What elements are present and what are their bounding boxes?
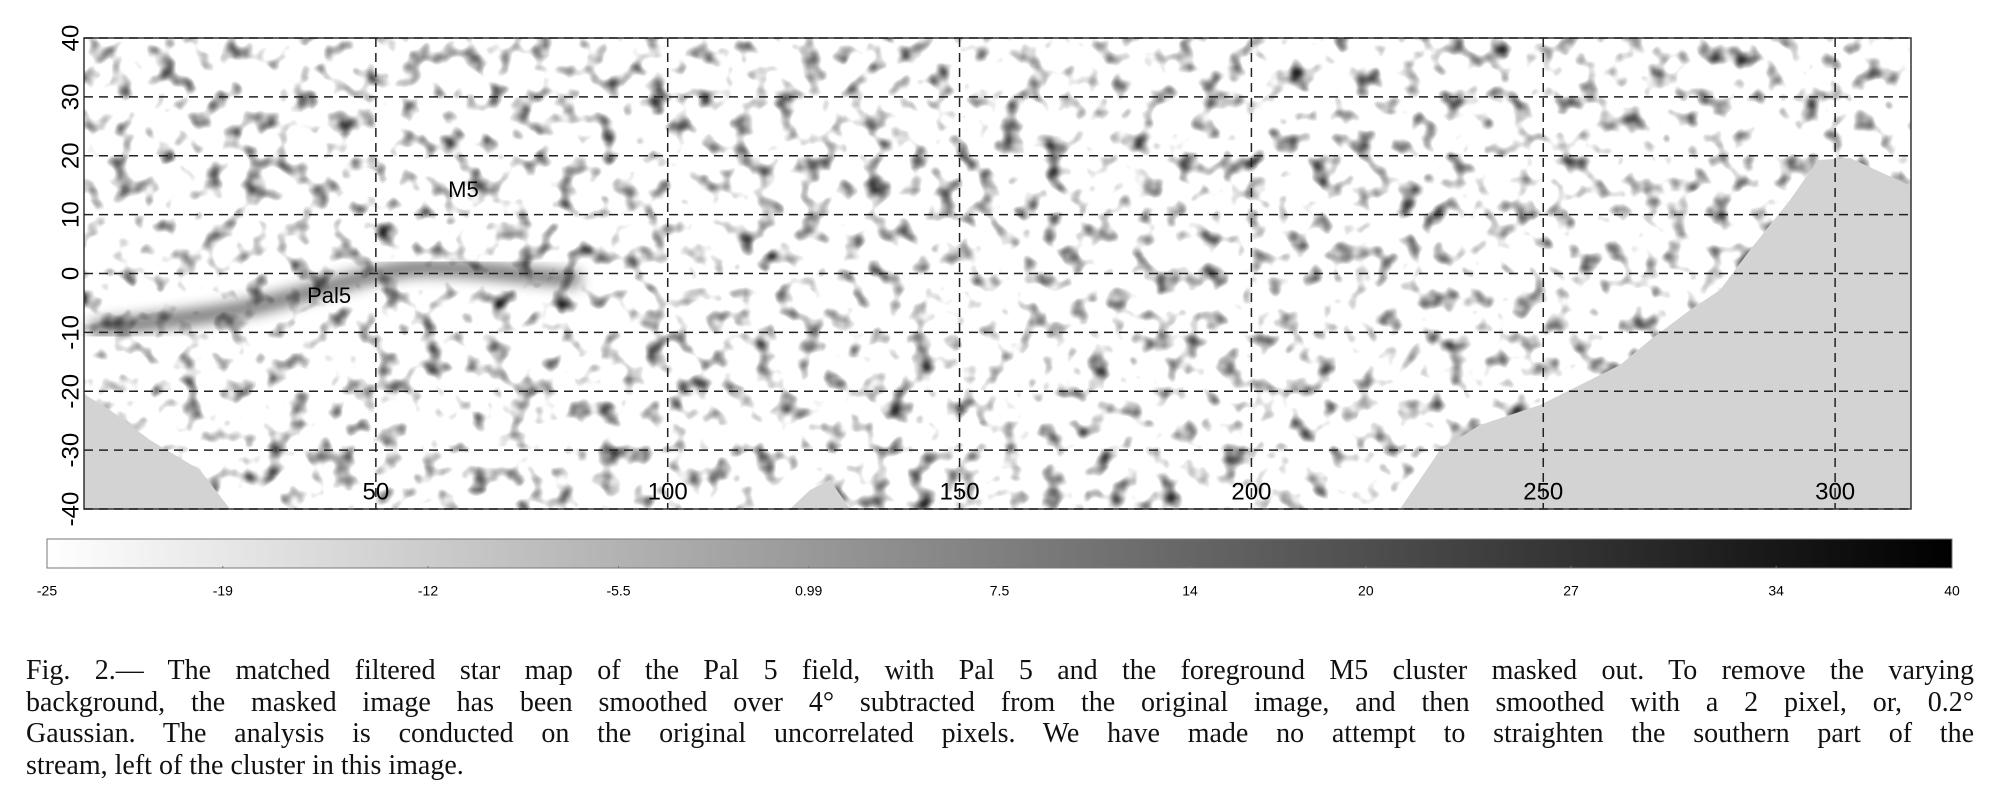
x-tick-label: 300 bbox=[1815, 478, 1855, 505]
y-tick-label: -10 bbox=[57, 315, 84, 350]
y-tick-label: 0 bbox=[57, 267, 84, 280]
figure: 50 100 150 200 250 300403020100-10-20-30-40M5… bbox=[37, 25, 1960, 599]
y-tick-label: 40 bbox=[57, 25, 84, 52]
y-tick-label: 10 bbox=[57, 201, 84, 228]
colorbar-tick-label: -12 bbox=[418, 583, 438, 599]
colorbar-tick-label: 34 bbox=[1768, 583, 1784, 599]
x-tick-label: 250 bbox=[1523, 478, 1563, 505]
x-tick-label: 200 bbox=[1231, 478, 1271, 505]
caption: Fig. 2.— The matched filtered star map o… bbox=[26, 655, 1974, 781]
annotation: Pal5 bbox=[307, 283, 351, 308]
x-tick-label: 150 bbox=[940, 478, 980, 505]
colorbar-tick-label: 27 bbox=[1563, 583, 1579, 599]
colorbar-tick-label: -19 bbox=[213, 583, 233, 599]
y-tick-label: -30 bbox=[57, 433, 84, 468]
colorbar-tick-label: 7.5 bbox=[990, 583, 1010, 599]
colorbar-tick-label: -25 bbox=[37, 583, 57, 599]
caption-line: Fig. 2.— The matched filtered star map o… bbox=[26, 655, 1974, 686]
x-tick-label: 100 bbox=[648, 478, 688, 505]
caption-line: Gaussian. The analysis is conducted on t… bbox=[26, 718, 1974, 749]
caption-line: background, the masked image has been sm… bbox=[26, 686, 1974, 718]
colorbar-tick-label: 14 bbox=[1182, 583, 1198, 599]
colorbar-tick-label: -5.5 bbox=[606, 583, 630, 599]
y-tick-label: 20 bbox=[57, 142, 84, 169]
y-tick-label: -40 bbox=[57, 492, 84, 527]
x-tick-label: 50 bbox=[363, 478, 390, 505]
colorbar-tick-label: 20 bbox=[1358, 583, 1374, 599]
colorbar bbox=[46, 538, 1953, 569]
caption-line: stream, left of the cluster in this imag… bbox=[26, 749, 464, 781]
y-tick-label: 30 bbox=[57, 84, 84, 111]
colorbar-tick-label: 40 bbox=[1944, 583, 1960, 599]
y-tick-label: -20 bbox=[57, 374, 84, 409]
colorbar-tick-label: 0.99 bbox=[795, 583, 822, 599]
annotation: M5 bbox=[448, 177, 479, 202]
